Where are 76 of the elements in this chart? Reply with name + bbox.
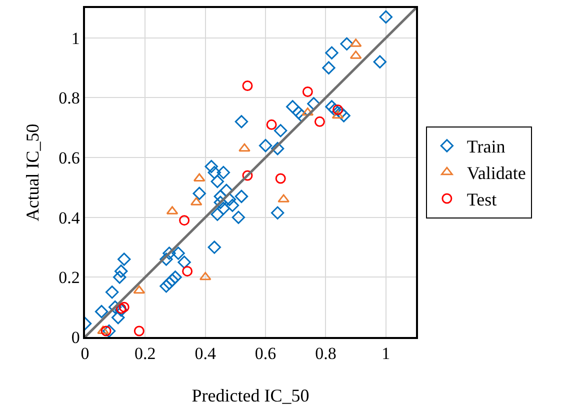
point bbox=[179, 215, 190, 226]
point bbox=[242, 80, 253, 92]
y-tick-label: 1 bbox=[71, 28, 80, 48]
point bbox=[134, 326, 144, 336]
point bbox=[325, 46, 338, 60]
y-tick-label: 0.8 bbox=[58, 88, 80, 108]
point bbox=[113, 270, 126, 284]
point bbox=[234, 115, 248, 128]
point bbox=[214, 196, 228, 210]
point bbox=[94, 304, 108, 318]
point bbox=[208, 166, 221, 180]
point bbox=[379, 10, 393, 24]
point bbox=[270, 142, 284, 156]
point bbox=[270, 206, 284, 220]
y-tick-label: 0.4 bbox=[58, 208, 80, 228]
point bbox=[302, 86, 313, 97]
point bbox=[373, 55, 386, 68]
point bbox=[178, 256, 191, 269]
x-axis-title: Predicted IC_50 bbox=[192, 386, 310, 406]
point bbox=[108, 300, 122, 314]
x-tick-label: 0.8 bbox=[315, 344, 336, 364]
point bbox=[286, 100, 300, 114]
x-tick-label: 0.2 bbox=[134, 344, 156, 364]
legend-label: Validate bbox=[466, 163, 526, 184]
point bbox=[210, 174, 224, 188]
point bbox=[242, 170, 253, 181]
point bbox=[337, 109, 350, 122]
point bbox=[204, 160, 218, 174]
point bbox=[322, 61, 336, 74]
x-tick-label: 0.4 bbox=[194, 344, 216, 364]
point bbox=[162, 276, 176, 290]
point bbox=[292, 106, 306, 120]
point bbox=[182, 266, 193, 276]
point bbox=[274, 124, 288, 138]
point bbox=[328, 103, 342, 116]
point bbox=[160, 252, 173, 266]
point bbox=[275, 173, 286, 184]
point bbox=[340, 37, 354, 50]
point bbox=[172, 246, 185, 260]
point bbox=[112, 310, 125, 324]
legend-label: Test bbox=[466, 190, 497, 210]
point bbox=[118, 302, 130, 312]
point bbox=[232, 210, 246, 224]
point bbox=[114, 264, 128, 278]
point bbox=[208, 240, 221, 254]
point bbox=[266, 119, 277, 130]
point bbox=[238, 143, 250, 152]
point bbox=[216, 166, 230, 180]
point bbox=[226, 198, 240, 212]
point bbox=[325, 100, 338, 114]
point bbox=[118, 252, 131, 266]
point bbox=[160, 280, 173, 293]
x-tick-label: 1 bbox=[382, 344, 390, 364]
point bbox=[332, 110, 344, 119]
point bbox=[162, 246, 176, 260]
point bbox=[302, 107, 314, 116]
point bbox=[133, 285, 146, 294]
point bbox=[102, 324, 116, 337]
y-axis-title: Actual IC_50 bbox=[22, 124, 42, 222]
y-tick-label: 0 bbox=[71, 328, 80, 347]
y-tick-label: 0.6 bbox=[58, 148, 80, 168]
y-tick-label: 0.2 bbox=[58, 268, 80, 288]
point bbox=[116, 303, 126, 314]
point bbox=[100, 326, 112, 336]
point bbox=[105, 286, 119, 299]
point bbox=[97, 326, 109, 334]
point bbox=[168, 270, 182, 284]
point bbox=[216, 202, 230, 215]
point bbox=[234, 190, 248, 204]
point bbox=[210, 208, 224, 221]
point bbox=[258, 138, 272, 152]
point bbox=[199, 272, 212, 280]
legend-label: Train bbox=[466, 136, 506, 157]
point bbox=[192, 186, 206, 200]
point bbox=[314, 116, 325, 127]
x-tick-label: 0.6 bbox=[254, 344, 276, 364]
